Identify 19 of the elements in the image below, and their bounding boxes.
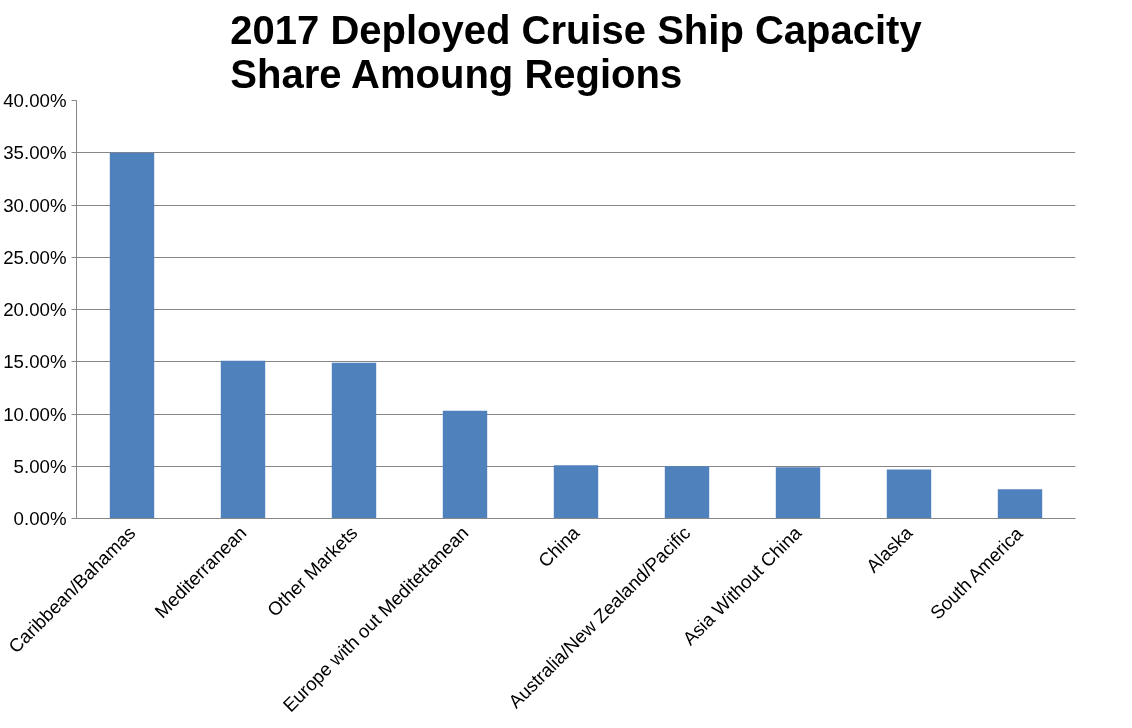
y-tick-label: 10.00% [3, 403, 67, 425]
y-tick-label: 30.00% [3, 194, 67, 216]
y-tick-label: 15.00% [3, 351, 67, 373]
bar [109, 152, 155, 519]
bar [886, 469, 932, 519]
y-tick-label: 0.00% [13, 508, 67, 529]
bar [775, 467, 821, 519]
bar [997, 489, 1043, 519]
y-tick-label: 5.00% [13, 455, 67, 477]
bar [220, 360, 266, 519]
y-tick-label: 20.00% [3, 299, 67, 320]
bar [664, 466, 710, 519]
y-tick-label: 35.00% [3, 142, 67, 164]
chart-title: 2017 Deployed Cruise Ship Capacity Share Amoung Regions [230, 7, 923, 96]
y-tick-label: 25.00% [3, 246, 67, 268]
bar [553, 465, 599, 519]
bar [331, 362, 377, 519]
y-tick-label: 40.00% [3, 90, 67, 111]
bar [442, 410, 488, 519]
